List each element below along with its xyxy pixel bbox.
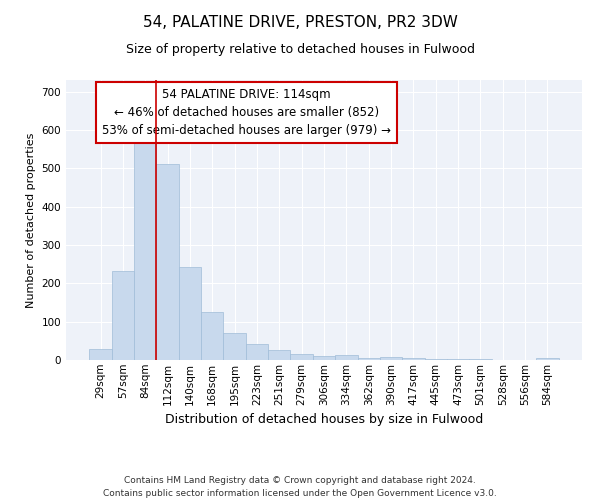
Text: 54, PALATINE DRIVE, PRESTON, PR2 3DW: 54, PALATINE DRIVE, PRESTON, PR2 3DW — [143, 15, 457, 30]
Text: Contains HM Land Registry data © Crown copyright and database right 2024.
Contai: Contains HM Land Registry data © Crown c… — [103, 476, 497, 498]
Bar — [402, 358, 425, 360]
Bar — [223, 333, 246, 360]
Bar — [425, 359, 447, 360]
Bar — [380, 357, 402, 360]
Bar — [447, 359, 469, 360]
Bar — [246, 344, 268, 360]
Y-axis label: Number of detached properties: Number of detached properties — [26, 132, 36, 308]
Bar — [290, 354, 313, 360]
Text: 54 PALATINE DRIVE: 114sqm
← 46% of detached houses are smaller (852)
53% of semi: 54 PALATINE DRIVE: 114sqm ← 46% of detac… — [102, 88, 391, 138]
Text: Size of property relative to detached houses in Fulwood: Size of property relative to detached ho… — [125, 42, 475, 56]
Bar — [536, 358, 559, 360]
Bar — [358, 358, 380, 360]
Bar — [469, 359, 491, 360]
X-axis label: Distribution of detached houses by size in Fulwood: Distribution of detached houses by size … — [165, 413, 483, 426]
Bar — [313, 356, 335, 360]
Bar — [157, 164, 179, 360]
Bar — [201, 312, 223, 360]
Bar — [89, 350, 112, 360]
Bar — [268, 350, 290, 360]
Bar — [179, 267, 201, 360]
Bar — [112, 271, 134, 360]
Bar — [335, 356, 358, 360]
Bar — [134, 142, 157, 360]
